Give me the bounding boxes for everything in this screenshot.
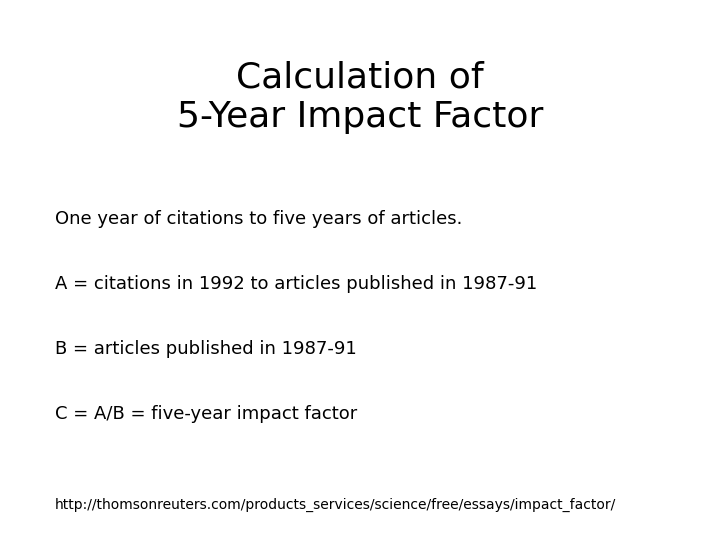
Text: A = citations in 1992 to articles published in 1987-91: A = citations in 1992 to articles publis… [55,275,537,293]
Text: C = A/B = five-year impact factor: C = A/B = five-year impact factor [55,405,357,423]
Text: Calculation of: Calculation of [236,60,484,94]
Text: B = articles published in 1987-91: B = articles published in 1987-91 [55,340,356,358]
Text: http://thomsonreuters.com/products_services/science/free/essays/impact_factor/: http://thomsonreuters.com/products_servi… [55,498,616,512]
Text: One year of citations to five years of articles.: One year of citations to five years of a… [55,210,462,228]
Text: 5-Year Impact Factor: 5-Year Impact Factor [177,100,543,134]
